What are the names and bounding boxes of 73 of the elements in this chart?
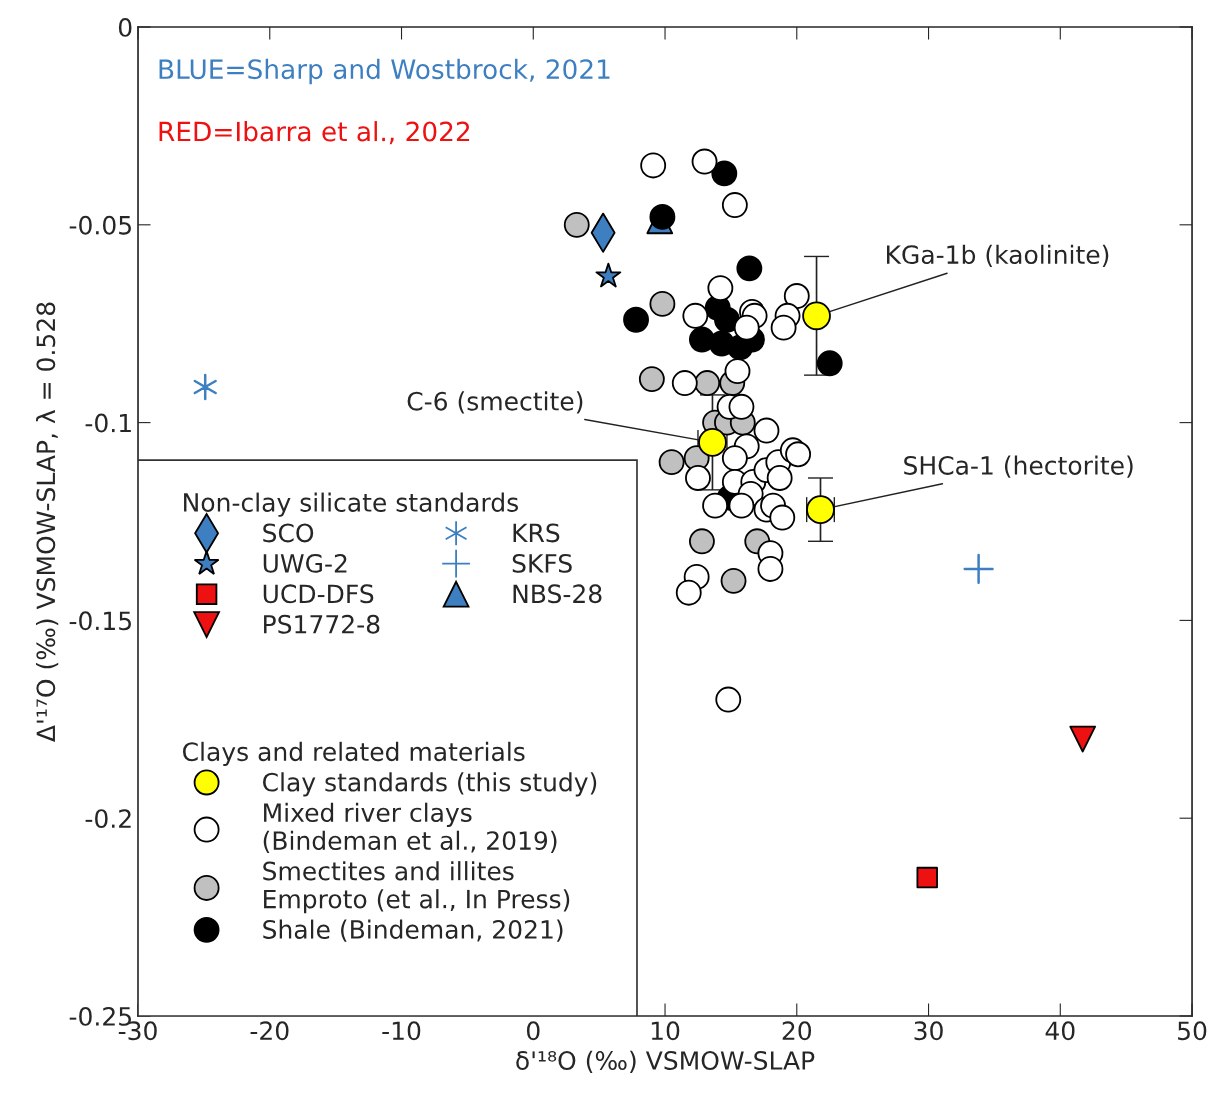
point [688, 528, 715, 555]
annotation: BLUE=Sharp and Wostbrock, 2021 [159, 58, 610, 85]
point [715, 686, 742, 713]
point [640, 152, 667, 179]
point [785, 441, 812, 468]
point [1069, 725, 1097, 753]
point [193, 373, 217, 401]
annotation: SHCa-1 (hectorite) [904, 455, 1133, 478]
point [649, 290, 676, 317]
legend-label: Clay standards (this study) [263, 772, 597, 797]
point [671, 370, 698, 396]
point [721, 445, 748, 472]
legend-label: KRS [513, 523, 560, 543]
point [721, 192, 748, 218]
point [702, 492, 729, 519]
point [724, 358, 751, 385]
y-tick-label: 0 [118, 17, 132, 37]
y-tick-label: -0.15 [69, 611, 131, 631]
point [707, 275, 734, 302]
y-tick-label: -0.1 [85, 413, 131, 433]
x-tick-label: 20 [782, 1021, 812, 1041]
legend-label: SCO [263, 523, 314, 543]
legend-label: Shale (Bindeman, 2021) [263, 919, 563, 942]
legend-label: Mixed river clays (Bindeman et al., 2019) [263, 802, 557, 853]
annotation: Non-clay silicate standards [184, 492, 518, 517]
y-axis-title: Δ'¹⁷O (‰) VSMOW-SLAP, λ = 0.528 [35, 302, 59, 742]
annotation: Clays and related materials [183, 741, 525, 766]
legend-label: NBS-28 [513, 584, 602, 604]
point [963, 553, 994, 585]
legend-label: UCD-DFS [263, 584, 374, 604]
point [816, 350, 843, 377]
point [638, 366, 665, 393]
annotation: RED=Ibarra et al., 2022 [159, 121, 470, 145]
x-tick-label: 30 [914, 1021, 943, 1041]
x-tick-label: -20 [250, 1021, 289, 1041]
point [720, 567, 747, 594]
point [563, 211, 590, 238]
point [682, 302, 709, 329]
x-tick-label: 0 [526, 1021, 540, 1041]
point [691, 148, 718, 175]
point [675, 579, 702, 606]
point [802, 301, 831, 331]
point [769, 504, 796, 531]
point [658, 449, 685, 476]
point [757, 556, 784, 582]
y-tick-label: -0.05 [69, 215, 131, 235]
point [694, 370, 721, 396]
legend-label: PS1772-8 [264, 614, 380, 634]
legend-label: Smectites and illites Emproto (et al., In Press) [263, 861, 570, 914]
x-tick-label: -10 [382, 1021, 421, 1041]
point [649, 203, 676, 230]
point [736, 255, 763, 282]
x-axis-title: δ'¹⁸O (‰) VSMOW-SLAP [516, 1050, 815, 1073]
x-tick-label: 10 [651, 1021, 680, 1041]
point [728, 393, 755, 420]
point [623, 306, 649, 333]
annotation: C-6 (smectite) [407, 391, 583, 414]
point [733, 314, 760, 341]
legend-label: UWG-2 [263, 553, 347, 573]
x-tick-label: 50 [1178, 1021, 1207, 1041]
x-tick-label: 40 [1045, 1021, 1075, 1041]
point [770, 314, 797, 341]
point [595, 262, 622, 288]
y-tick-label: -0.2 [85, 809, 131, 829]
point [753, 417, 780, 444]
annotation: KGa-1b (kaolinite) [887, 244, 1109, 267]
point [728, 492, 755, 519]
point [714, 306, 740, 333]
point [916, 866, 938, 889]
point [685, 465, 711, 491]
point [766, 465, 793, 491]
legend-label: SKFS [512, 553, 572, 573]
point [711, 160, 738, 187]
